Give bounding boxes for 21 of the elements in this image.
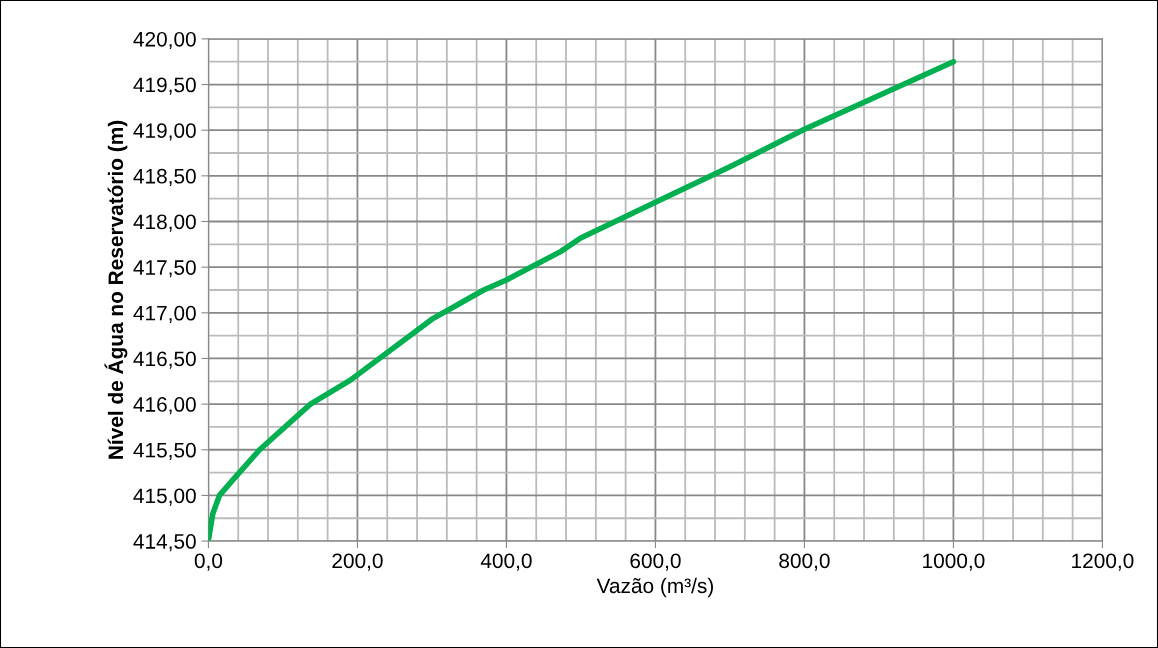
x-axis-title: Vazão (m³/s) [596,577,713,598]
x-tick-label: 1000,0 [923,553,985,571]
y-tick-label: 418,00 [133,214,196,232]
y-tick-label: 414,50 [133,534,196,552]
y-tick-label: 419,00 [133,123,196,141]
y-tick-label: 416,00 [133,397,196,415]
y-tick-label: 417,50 [133,260,196,278]
x-tick-label: 800,0 [779,553,830,571]
y-tick-label: 415,00 [133,488,196,506]
x-tick-label: 400,0 [480,553,532,571]
y-tick-label: 419,50 [133,77,196,95]
x-tick-label: 1200,0 [1072,553,1134,571]
y-axis-title: Nível de Água no Reservatório (m) [104,120,128,459]
y-tick-label: 418,50 [133,168,196,187]
y-tick-label: 416,50 [133,351,196,369]
x-tick-label: 200,0 [332,553,383,571]
y-tick-label: 420,00 [133,31,196,50]
y-tick-label: 417,00 [133,305,196,324]
x-tick-label: 600,0 [630,553,681,571]
x-tick-label: 0,0 [194,553,223,571]
y-tick-label: 415,50 [133,442,196,460]
